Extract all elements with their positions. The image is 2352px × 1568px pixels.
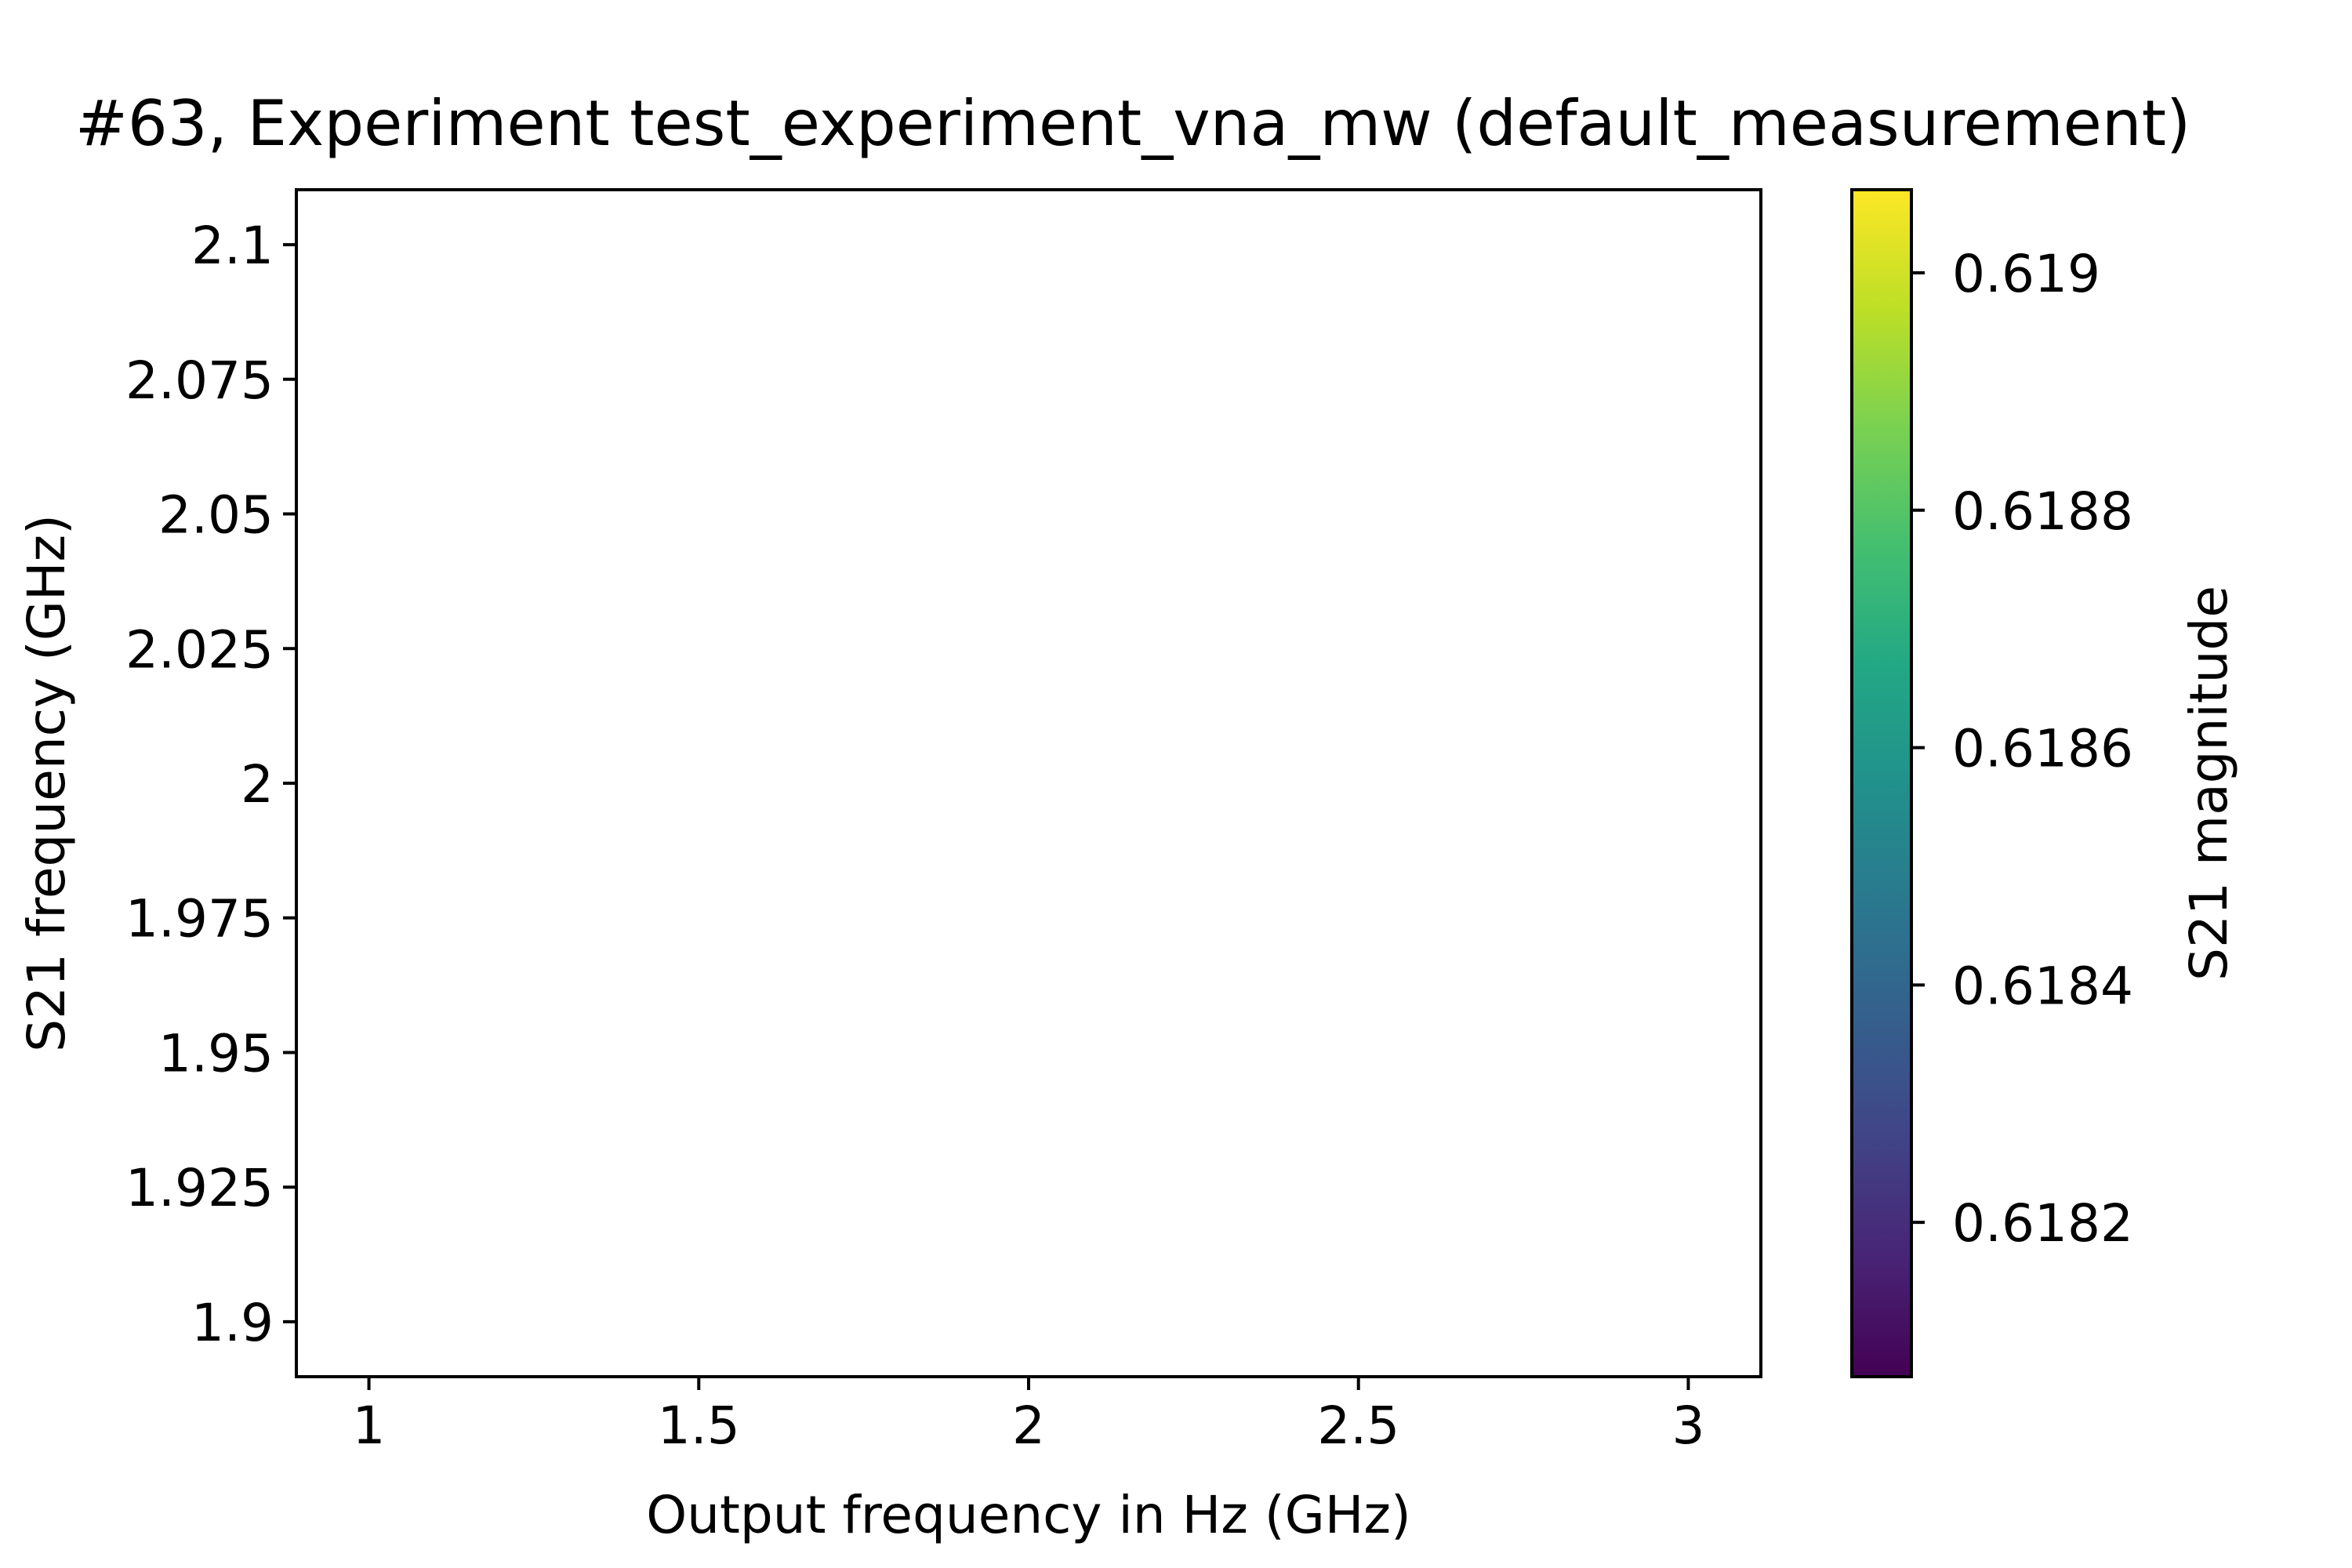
colorbar-tick-label: 0.619: [1952, 244, 2100, 304]
y-tick-label: 1.925: [125, 1158, 274, 1218]
chart-title: #63, Experiment test_experiment_vna_mw (…: [75, 87, 2190, 160]
y-tick-label: 1.975: [125, 889, 274, 949]
y-tick-label: 2.05: [158, 485, 274, 546]
colorbar-tick-label: 0.6182: [1952, 1193, 2133, 1254]
y-tick-label: 2.075: [125, 350, 274, 411]
colorbar-tick-label: 0.6184: [1952, 956, 2133, 1016]
x-tick-label: 1: [353, 1396, 386, 1456]
x-tick-label: 2: [1012, 1396, 1045, 1456]
colorbar-tick-label: 0.6188: [1952, 481, 2133, 542]
x-tick-label: 3: [1671, 1396, 1704, 1456]
y-tick-label: 2: [241, 754, 274, 815]
y-tick-label: 1.95: [158, 1023, 274, 1083]
plot-area: [295, 188, 1762, 1378]
y-tick-label: 2.1: [191, 216, 274, 276]
colorbar-label: S21 magnitude: [2179, 586, 2239, 981]
y-axis-label: S21 frequency (GHz): [16, 514, 77, 1052]
x-tick-label: 1.5: [658, 1396, 740, 1456]
y-tick-label: 2.025: [125, 619, 274, 680]
colorbar-tick-label: 0.6186: [1952, 719, 2133, 779]
y-tick-label: 1.9: [191, 1293, 274, 1353]
colorbar-ticks: 0.6182 0.6184 0.6186 0.6188 0.619: [1911, 244, 2133, 1254]
x-tick-label: 2.5: [1317, 1396, 1399, 1456]
colorbar: [1850, 188, 1913, 1378]
x-axis-ticks: 1 1.5 2 2.5 3: [353, 1377, 1704, 1456]
y-axis-ticks: 1.9 1.925 1.95 1.975 2 2.025 2.05 2.075 2.1: [125, 216, 296, 1353]
x-axis-label: Output frequency in Hz (GHz): [646, 1485, 1411, 1545]
